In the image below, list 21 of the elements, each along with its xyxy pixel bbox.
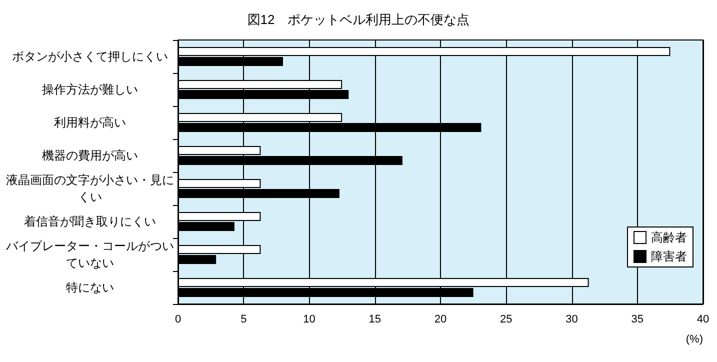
y-tick-label: 利用料が高い: [54, 116, 126, 130]
legend-label: 障害者: [651, 250, 687, 264]
x-tick-label: 30: [566, 314, 578, 326]
legend-label: 高齢者: [651, 230, 687, 244]
x-tick-label: 0: [174, 314, 182, 326]
x-tick-label: 20: [434, 314, 447, 326]
x-axis-title: (%): [686, 334, 703, 346]
y-tick-label: 操作方法が難しい: [42, 82, 138, 96]
x-tick-label: 40: [696, 314, 710, 326]
y-tick-label: 液晶画面の文字が小さい・見にくい: [6, 173, 174, 204]
x-tick-label: 10: [303, 314, 316, 326]
x-tick-label: 35: [631, 314, 644, 326]
chart-title: 図12 ポケットベル利用上の不便な点: [247, 12, 470, 27]
x-tick-label: 15: [368, 314, 381, 326]
y-tick-label: 機器の費用が高い: [42, 148, 138, 162]
x-tick-label: 5: [240, 314, 247, 326]
x-tick-label: 25: [500, 314, 512, 326]
y-tick-label: ボタンが小さくて押しにくい: [12, 50, 168, 64]
y-tick-label: 特にない: [66, 280, 114, 294]
y-tick-label: 着信音が聞き取りにくい: [24, 214, 156, 228]
y-tick-label: バイブレーター・コールがついていない: [5, 239, 174, 270]
